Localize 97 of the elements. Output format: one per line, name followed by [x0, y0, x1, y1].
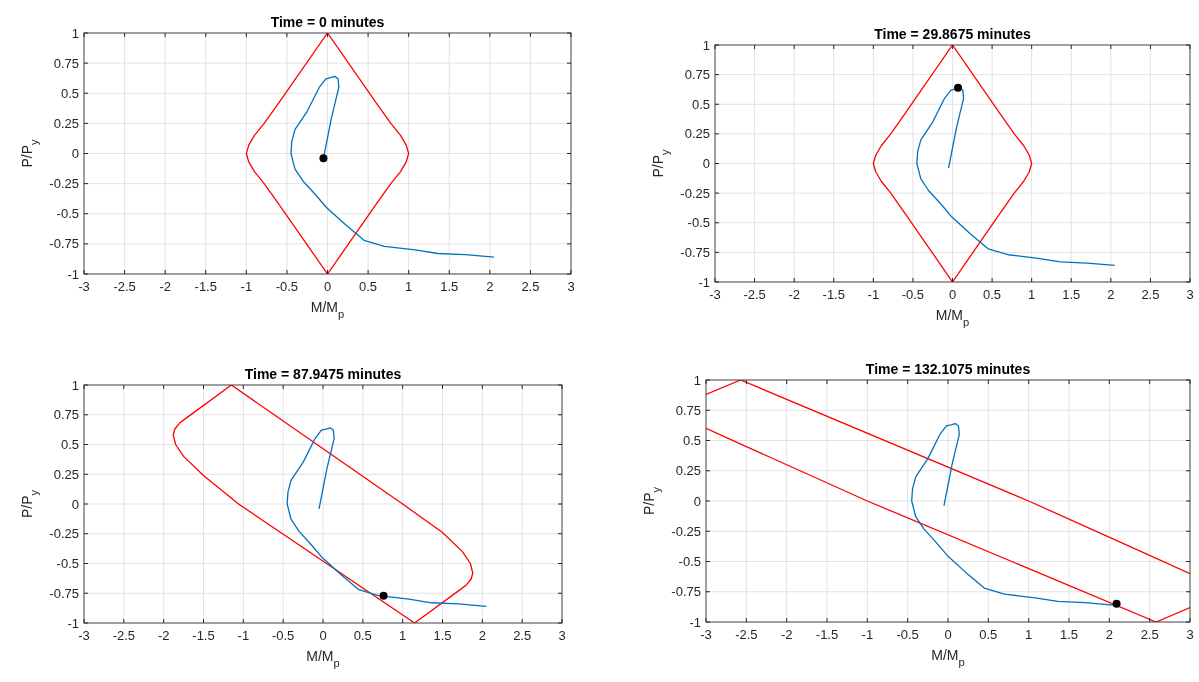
x-tick-label: 0.5	[983, 287, 1002, 302]
x-tick-label: 1	[1025, 627, 1033, 642]
x-tick-label: 3	[558, 628, 566, 643]
x-tick-label: 2	[1107, 287, 1115, 302]
line-series	[286, 427, 487, 607]
x-tick-label: -2.5	[112, 628, 136, 643]
x-tick-label: 1.5	[433, 628, 452, 643]
x-tick-label: -2	[780, 627, 793, 642]
x-tick-label: 3	[567, 279, 575, 294]
y-tick-label: 0	[693, 493, 701, 509]
x-tick-label: 1.5	[1059, 627, 1079, 642]
x-tick-label: -1	[867, 287, 880, 302]
x-tick-label: -1.5	[815, 627, 839, 642]
y-tick-label: -0.75	[49, 585, 79, 601]
x-tick-label: -2	[159, 279, 171, 294]
y-tick-label: 1	[71, 25, 79, 41]
x-tick-label: -0.5	[271, 628, 295, 643]
y-tick-label: 0	[702, 156, 710, 171]
y-tick-label: 0.5	[60, 85, 79, 101]
x-tick-label: 1.5	[440, 279, 459, 294]
x-tick-label: -0.5	[896, 627, 919, 642]
y-tick-label: 0.25	[684, 126, 710, 142]
y-tick-label: 0.5	[682, 433, 701, 448]
y-tick-label: -0.75	[49, 236, 79, 252]
y-tick-label: -0.75	[671, 584, 701, 600]
x-tick-label: -2	[157, 628, 170, 643]
x-tick-label: -2.5	[735, 627, 758, 642]
y-tick-label: 1	[693, 372, 701, 388]
x-axis-title: M/M$_{p}$	[310, 299, 345, 320]
x-tick-label: 2	[486, 279, 494, 294]
line-series	[290, 75, 495, 258]
y-tick-label: 1	[71, 377, 79, 393]
y-tick-label: -0.5	[687, 215, 710, 231]
x-tick-label: -3	[709, 287, 721, 302]
chart-title: Time = 87.9475 minutes	[244, 366, 402, 382]
y-tick-label: -1	[689, 614, 701, 630]
y-tick-label: 0	[71, 496, 79, 512]
y-tick-label: -0.75	[680, 244, 710, 260]
y-tick-label: 0.75	[53, 407, 79, 423]
y-tick-label: -0.25	[680, 185, 710, 201]
y-tick-label: 0	[71, 146, 79, 161]
y-tick-label: -0.5	[56, 206, 79, 222]
x-tick-label: -2.5	[113, 279, 136, 294]
x-tick-label: 0	[948, 287, 957, 302]
x-tick-label: 0.5	[353, 628, 372, 643]
y-tick-label: -0.5	[678, 554, 701, 569]
x-tick-label: -1	[237, 628, 250, 643]
x-tick-label: -3	[78, 279, 90, 294]
x-tick-label: 3	[1186, 627, 1194, 642]
x-tick-label: 0.5	[359, 279, 378, 294]
y-tick-label: 0.25	[53, 466, 79, 482]
x-axis-title: M/M$_{p}$	[306, 648, 340, 669]
x-tick-label: -3	[700, 627, 712, 642]
y-tick-label: 0.25	[675, 463, 701, 479]
x-tick-label: -1	[240, 279, 253, 294]
x-tick-label: 2.5	[521, 279, 540, 294]
y-tick-label: -0.25	[671, 523, 701, 539]
x-tick-label: -2.5	[743, 287, 766, 302]
y-tick-label: -1	[67, 615, 79, 631]
y-tick-label: 0.75	[53, 55, 79, 71]
x-tick-label: 1	[1028, 287, 1036, 302]
x-tick-label: 0	[323, 279, 332, 294]
chart-title: Time = 0 minutes	[270, 14, 385, 30]
y-tick-label: 0.5	[60, 437, 79, 452]
y-tick-label: 1	[702, 37, 710, 53]
x-tick-label: -0.5	[275, 279, 299, 294]
chart-title: Time = 29.8675 minutes	[874, 26, 1031, 42]
y-tick-label: 0.25	[53, 115, 79, 131]
y-tick-label: -0.5	[56, 556, 79, 571]
x-tick-label: 1	[405, 279, 413, 294]
x-tick-label: -0.5	[901, 287, 925, 302]
x-tick-label: -1	[861, 627, 874, 642]
x-tick-label: 2.5	[1141, 287, 1160, 302]
x-axis-title: M/M$_{p}$	[931, 647, 965, 668]
x-tick-label: -2	[788, 287, 800, 302]
x-tick-label: -1.5	[194, 279, 217, 294]
y-tick-label: -0.25	[49, 176, 79, 192]
y-tick-label: 0.75	[675, 402, 701, 418]
x-tick-label: 2	[1105, 627, 1113, 642]
x-tick-label: 0.5	[979, 627, 998, 642]
x-tick-label: -3	[78, 628, 90, 643]
x-tick-label: -1.5	[192, 628, 215, 643]
y-tick-label: 0.75	[684, 67, 710, 83]
y-tick-label: 0.5	[691, 96, 710, 112]
y-tick-label: -1	[67, 266, 79, 282]
y-tick-label: -0.25	[49, 526, 79, 542]
x-tick-label: -1.5	[822, 287, 845, 302]
x-tick-label: 1	[399, 628, 407, 643]
x-tick-label: 3	[1186, 287, 1194, 302]
x-tick-label: 0	[319, 628, 327, 643]
x-tick-label: 2.5	[513, 628, 532, 643]
x-tick-label: 2	[478, 628, 486, 643]
x-tick-label: 2.5	[1140, 627, 1159, 642]
x-tick-label: 1.5	[1062, 287, 1081, 302]
chart-title: Time = 132.1075 minutes	[865, 361, 1031, 377]
x-tick-label: 0	[944, 627, 952, 642]
x-axis-title: M/M$_{p}$	[935, 307, 970, 328]
